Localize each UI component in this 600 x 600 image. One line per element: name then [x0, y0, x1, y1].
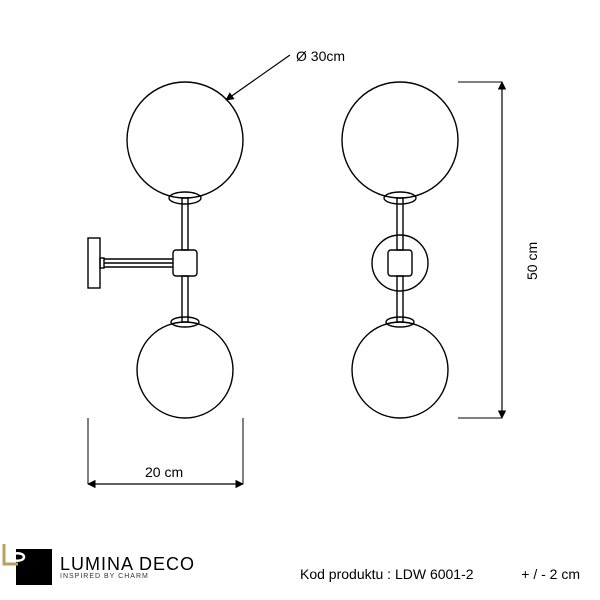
width-label: 20 cm: [145, 464, 183, 480]
tolerance-label: + / - 2 cm: [521, 566, 580, 582]
product-code: Kod produktu : LDW 6001-2: [300, 566, 474, 582]
drawing-svg: [0, 0, 600, 600]
height-label: 50 cm: [524, 242, 540, 280]
product-code-label: Kod produktu :: [300, 566, 391, 582]
brand: LUMINA DECO INSPIRED BY CHARM: [16, 549, 195, 585]
brand-name: LUMINA DECO: [60, 554, 195, 575]
brand-logo-icon: [16, 549, 52, 585]
diagram-canvas: Ø 30cm 20 cm 50 cm LUMINA DECO INSPIRED …: [0, 0, 600, 600]
diameter-label: Ø 30cm: [296, 48, 345, 64]
product-code-value: LDW 6001-2: [395, 566, 474, 582]
